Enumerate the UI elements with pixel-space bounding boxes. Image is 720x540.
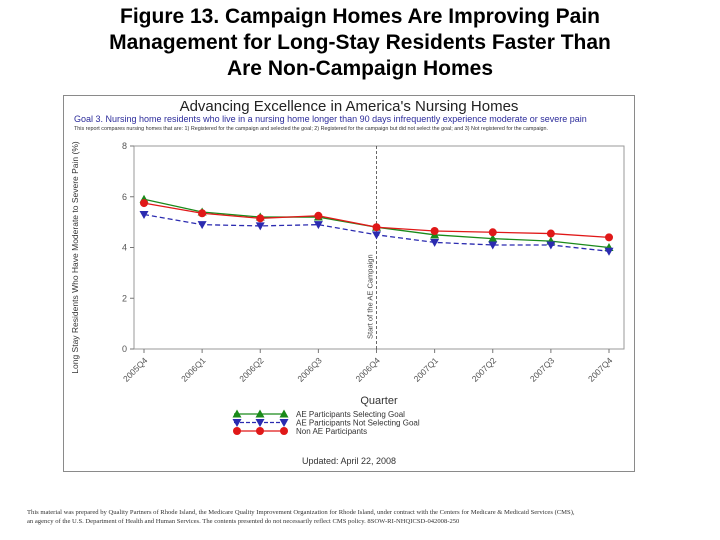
footer-line-2: an agency of the U.S. Department of Heal… (27, 518, 460, 525)
y-tick-label: 4 (122, 243, 127, 253)
series-3-point (430, 227, 439, 236)
slide-title-line-1: Figure 13. Campaign Homes Are Improving … (120, 5, 600, 28)
x-tick-label: 2007Q4 (586, 355, 615, 384)
series-2-point (372, 231, 381, 240)
legend-marker-2 (232, 419, 242, 427)
legend-marker-3 (280, 427, 288, 435)
footer-disclaimer: This material was prepared by Quality Pa… (27, 508, 707, 526)
slide-title: Figure 13. Campaign Homes Are Improving … (0, 4, 720, 82)
series-3-point (256, 214, 265, 223)
campaign-start-label: Start of the AE Campaign (366, 254, 375, 339)
series-2-point (488, 241, 498, 250)
legend-marker-3 (256, 427, 264, 435)
legend-label-2: AE Participants Not Selecting Goal (296, 419, 420, 428)
y-tick-label: 2 (122, 293, 127, 303)
chart-note: This report compares nursing homes that … (74, 126, 549, 132)
series-3-point (198, 209, 207, 218)
footer-line-1: This material was prepared by Quality Pa… (27, 509, 575, 516)
x-tick-label: 2007Q2 (470, 355, 499, 384)
series-2-point (604, 247, 614, 256)
series-2-point (197, 221, 207, 230)
legend-marker-3 (233, 427, 241, 435)
y-tick-label: 0 (122, 344, 127, 354)
y-tick-label: 6 (122, 192, 127, 202)
legend-marker-2 (255, 419, 265, 427)
series-2-point (313, 221, 323, 230)
chart-figure: Advancing Excellence in America's Nursin… (63, 95, 635, 472)
x-tick-label: 2007Q1 (412, 355, 441, 384)
x-tick-label: 2005Q4 (121, 355, 150, 384)
series-1-point (488, 234, 498, 243)
y-axis-label: Long Stay Residents Who Have Moderate to… (70, 141, 80, 374)
line-chart: 0 2 4 6 8 2005Q4 2006Q1 2006Q2 2006Q3 2006Q4 2007Q… (70, 141, 625, 436)
legend-marker-1 (232, 409, 242, 418)
updated-date: Updated: April 22, 2008 (301, 456, 397, 466)
legend-marker-1 (255, 409, 265, 418)
x-tick-label: 2006Q3 (295, 355, 324, 384)
y-tick-label: 8 (122, 141, 127, 151)
series-3-point (314, 211, 323, 220)
series-3-point (546, 229, 555, 238)
series-2-point (139, 211, 149, 220)
legend-marker-2 (279, 419, 289, 427)
x-axis-label: Quarter (360, 395, 398, 407)
chart-goal-subtitle: Goal 3. Nursing home residents who live … (74, 114, 587, 124)
legend-marker-1 (279, 409, 289, 418)
chart-title: Advancing Excellence in America's Nursin… (179, 98, 519, 115)
slide-title-line-2: Management for Long-Stay Residents Faste… (109, 31, 611, 54)
series-2-point (255, 222, 265, 231)
series-2-point (546, 241, 556, 250)
series-3-point (372, 223, 381, 232)
x-tick-label: 2006Q1 (179, 355, 208, 384)
x-tick-label: 2006Q4 (353, 355, 382, 384)
legend-label-1: AE Participants Selecting Goal (296, 410, 405, 419)
x-tick-label: 2007Q3 (528, 355, 557, 384)
series-3-point (605, 233, 613, 242)
series-3-point (140, 199, 148, 208)
series-2-point (430, 238, 440, 247)
legend-label-3: Non AE Participants (296, 427, 367, 436)
slide-title-line-3: Are Non-Campaign Homes (226, 57, 494, 80)
x-tick-label: 2006Q2 (237, 355, 266, 384)
series-3-point (488, 228, 497, 237)
